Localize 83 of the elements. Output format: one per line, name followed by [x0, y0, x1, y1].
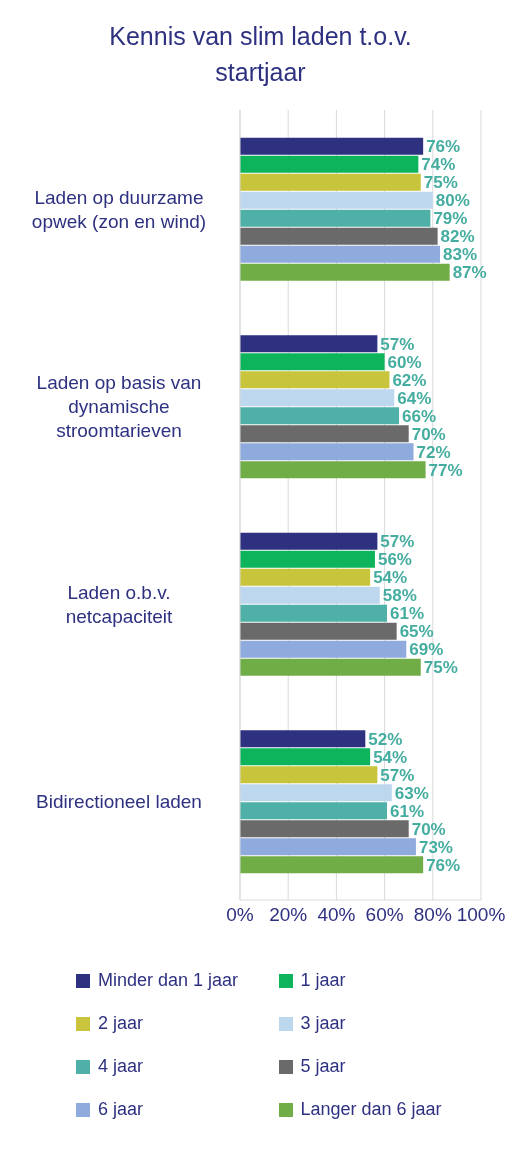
legend-label: 5 jaar: [300, 1056, 346, 1077]
bar: [240, 784, 392, 802]
legend-label: 1 jaar: [300, 970, 346, 991]
bar: [240, 820, 409, 838]
bar: [240, 443, 414, 461]
bar: [240, 263, 450, 281]
data-label: 72%: [416, 442, 451, 462]
legend-label: 2 jaar: [98, 1013, 144, 1034]
data-label: 61%: [390, 604, 425, 624]
bar: [240, 335, 378, 353]
data-label: 65%: [399, 622, 434, 642]
data-label: 58%: [382, 586, 417, 606]
x-tick-label: 0%: [226, 904, 254, 926]
bar: [240, 838, 416, 856]
bar: [240, 245, 441, 263]
x-tick-label: 100%: [456, 904, 506, 926]
x-tick-label: 80%: [413, 904, 452, 926]
data-label: 52%: [368, 729, 403, 749]
bar: [240, 748, 371, 766]
x-tick-label: 40%: [317, 904, 356, 926]
data-label: 64%: [397, 388, 432, 408]
bar: [240, 227, 438, 245]
bar: [240, 191, 433, 209]
y-tick-label: Laden op basis van dynamische stroomtarieven: [36, 371, 202, 441]
legend-label: 3 jaar: [300, 1013, 346, 1034]
data-label: 75%: [423, 658, 458, 678]
data-label: 60%: [387, 352, 422, 372]
data-label: 57%: [380, 532, 415, 552]
bar: [240, 730, 366, 748]
data-label: 63%: [394, 783, 429, 803]
data-label: 80%: [435, 191, 470, 211]
data-label: 74%: [421, 155, 456, 175]
data-label: 87%: [452, 263, 487, 283]
bar: [240, 568, 371, 586]
bar: [240, 209, 431, 227]
bar: [240, 425, 409, 443]
data-label: 77%: [428, 460, 463, 480]
bar: [240, 461, 426, 479]
legend-label: Langer dan 6 jaar: [300, 1099, 442, 1120]
data-label: 70%: [411, 424, 446, 444]
data-label: 75%: [423, 173, 458, 193]
data-label: 73%: [418, 837, 453, 857]
y-tick-label: Laden op duurzame opwek (zon en wind): [31, 186, 207, 232]
data-label: 57%: [380, 334, 415, 354]
data-label: 76%: [426, 137, 461, 157]
bar: [240, 155, 419, 173]
legend-label: Minder dan 1 jaar: [98, 970, 239, 991]
data-label: 82%: [440, 227, 475, 247]
x-tick-label: 60%: [365, 904, 404, 926]
data-label: 56%: [377, 550, 412, 570]
bar: [240, 371, 390, 389]
bar: [240, 389, 395, 407]
x-tick-label: 20%: [269, 904, 308, 926]
bar: [240, 766, 378, 784]
bar: [240, 622, 397, 640]
data-label: 62%: [392, 370, 427, 390]
data-label: 79%: [433, 209, 468, 229]
data-label: 83%: [443, 245, 478, 265]
data-label: 66%: [402, 406, 437, 426]
bar: [240, 802, 388, 820]
data-label: 76%: [426, 855, 461, 875]
bar: [240, 353, 385, 371]
bar: [240, 407, 400, 425]
y-tick-label: Bidirectioneel laden: [36, 790, 202, 812]
bar: [240, 173, 421, 191]
data-label: 57%: [380, 765, 415, 785]
bar: [240, 586, 380, 604]
legend-label: 6 jaar: [98, 1099, 144, 1120]
legend-label: 4 jaar: [98, 1056, 144, 1077]
data-label: 54%: [373, 568, 408, 588]
bar: [240, 604, 388, 622]
bar: [240, 137, 424, 155]
chart-title: Kennis van slim laden t.o.v. startjaar: [108, 21, 413, 88]
bar: [240, 532, 378, 550]
bar: [240, 856, 424, 874]
bar: [240, 658, 421, 676]
data-label: 69%: [409, 640, 444, 660]
y-tick-label: Laden o.b.v. netcapaciteit: [65, 581, 174, 627]
bar: [240, 550, 375, 568]
data-label: 61%: [390, 801, 425, 821]
data-label: 70%: [411, 819, 446, 839]
bar: [240, 640, 407, 658]
data-label: 54%: [373, 747, 408, 767]
